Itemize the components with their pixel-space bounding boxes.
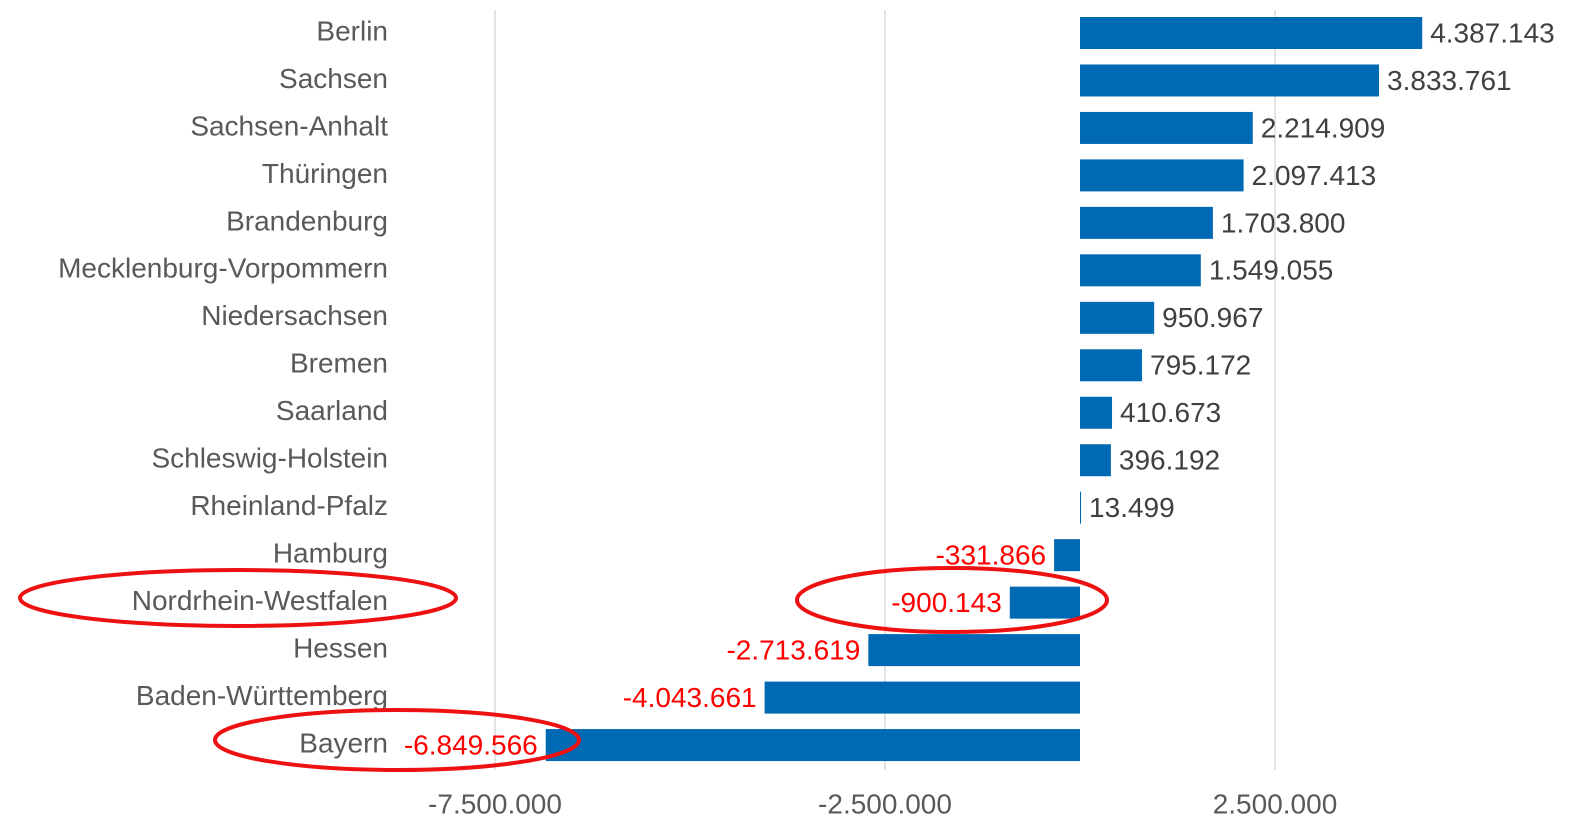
plot: -7.500.000 -2.500.000 2.500.000 Berlin 4.387… — [58, 10, 1555, 819]
category-label: Schleswig-Holstein — [151, 443, 388, 474]
bar — [1080, 64, 1380, 97]
bar — [1080, 491, 1082, 524]
category-label: Sachsen-Anhalt — [190, 110, 388, 141]
data-label: -2.713.619 — [726, 635, 860, 666]
category-label: Baden-Württemberg — [136, 680, 388, 711]
category-label: Bayern — [299, 727, 388, 758]
data-label: -900.143 — [891, 587, 1002, 618]
bar — [1009, 586, 1080, 619]
category-label: Niedersachsen — [201, 300, 388, 331]
category-label: Bremen — [290, 348, 388, 379]
bar — [545, 729, 1080, 762]
bar — [1080, 206, 1213, 239]
category-label: Saarland — [276, 395, 388, 426]
category-label: Mecklenburg-Vorpommern — [58, 253, 388, 284]
category-label: Berlin — [316, 15, 388, 46]
data-label: 4.387.143 — [1430, 17, 1555, 48]
bar — [764, 681, 1080, 714]
category-label: Thüringen — [262, 158, 388, 189]
bar — [1054, 539, 1080, 572]
annotations — [18, 566, 1109, 772]
bar — [1080, 349, 1143, 382]
bar — [1080, 17, 1423, 49]
category-label: Hessen — [293, 633, 388, 664]
data-label: 1.703.800 — [1221, 207, 1346, 238]
data-label: 396.192 — [1119, 445, 1220, 476]
bar — [1080, 254, 1201, 287]
highlight-ellipse — [18, 568, 458, 628]
bar — [1080, 444, 1111, 477]
data-label: 795.172 — [1150, 350, 1251, 381]
bar — [1080, 159, 1244, 192]
data-label: 2.097.413 — [1252, 160, 1377, 191]
highlight-ellipse — [213, 708, 581, 772]
bar — [1080, 111, 1253, 144]
data-label: 1.549.055 — [1209, 255, 1334, 286]
bar — [1080, 396, 1113, 429]
x-tick-label: -7.500.000 — [428, 788, 562, 819]
category-label: Sachsen — [279, 63, 388, 94]
data-label: -4.043.661 — [623, 682, 757, 713]
data-label: -6.849.566 — [404, 729, 538, 760]
data-label: 410.673 — [1120, 397, 1221, 428]
category-label: Nordrhein-Westfalen — [132, 585, 388, 616]
data-label: -331.866 — [936, 540, 1047, 571]
data-label: 3.833.761 — [1387, 65, 1512, 96]
category-label: Hamburg — [273, 538, 388, 569]
category-label: Brandenburg — [226, 205, 388, 236]
data-label: 950.967 — [1162, 302, 1263, 333]
bar — [1080, 301, 1155, 334]
category-label: Rheinland-Pfalz — [190, 490, 388, 521]
highlight-ellipse — [795, 566, 1109, 634]
bar — [868, 634, 1080, 667]
x-tick-label: 2.500.000 — [1213, 788, 1338, 819]
x-tick-label: -2.500.000 — [818, 788, 952, 819]
data-label: 13.499 — [1089, 492, 1175, 523]
data-label: 2.214.909 — [1261, 112, 1386, 143]
